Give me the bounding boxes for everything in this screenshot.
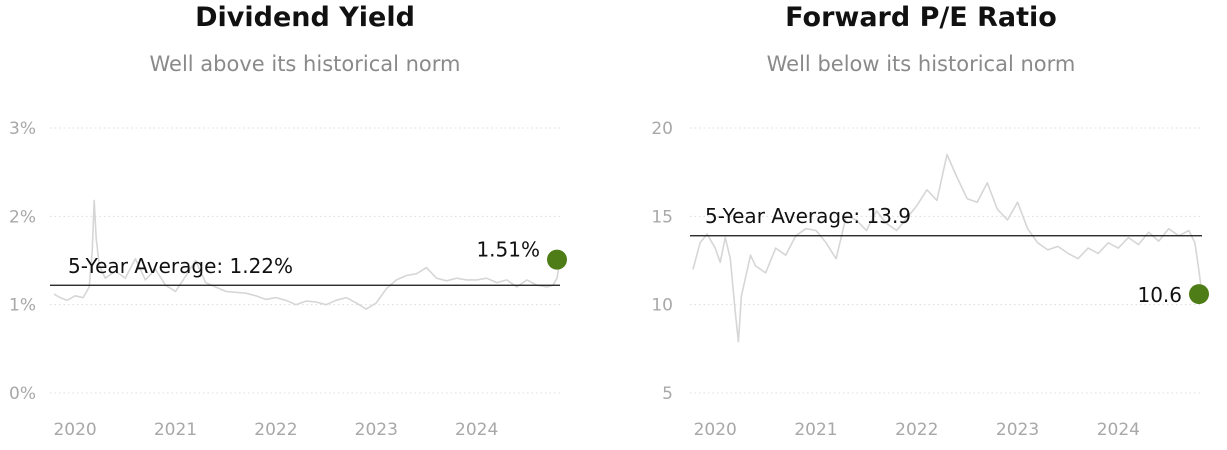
x-tick-label: 2020 xyxy=(53,420,96,440)
y-tick-label: 20 xyxy=(651,119,673,139)
x-tick-label: 2022 xyxy=(254,420,297,440)
chart-subtitle: Well below its historical norm xyxy=(766,52,1076,76)
y-tick-label: 2% xyxy=(9,207,36,227)
average-label: 5-Year Average: 13.9 xyxy=(705,204,911,228)
y-tick-label: 0% xyxy=(9,384,36,404)
x-tick-label: 2022 xyxy=(895,420,938,440)
chart-subtitle: Well above its historical norm xyxy=(149,52,461,76)
current-value-label: 10.6 xyxy=(1137,283,1182,307)
dividend-yield-chart: 0% 1% 2% 3% 2020 2021 2022 2023 2024 5-Year Avera… xyxy=(9,119,567,440)
y-tick-label: 10 xyxy=(651,296,673,316)
x-tick-label: 2021 xyxy=(794,420,837,440)
current-value-marker xyxy=(1189,284,1209,305)
current-value-label: 1.51% xyxy=(476,238,540,262)
y-tick-label: 5 xyxy=(662,384,673,404)
series-line xyxy=(53,199,561,310)
x-tick-label: 2024 xyxy=(455,420,498,440)
x-tick-label: 2020 xyxy=(694,420,737,440)
chart-title: Forward P/E Ratio xyxy=(785,2,1057,33)
x-tick-label: 2023 xyxy=(355,420,398,440)
x-tick-label: 2021 xyxy=(154,420,197,440)
y-tick-label: 1% xyxy=(9,296,36,316)
current-value-marker xyxy=(547,249,567,270)
average-label: 5-Year Average: 1.22% xyxy=(68,254,293,278)
forward-pe-panel: Forward P/E Ratio Well below its histori… xyxy=(615,0,1227,450)
y-tick-label: 15 xyxy=(651,207,673,227)
chart-title: Dividend Yield xyxy=(195,2,415,33)
x-tick-label: 2023 xyxy=(996,420,1039,440)
y-tick-label: 3% xyxy=(9,119,36,139)
series-line xyxy=(692,153,1203,343)
dividend-yield-panel: Dividend Yield Well above its historical… xyxy=(0,0,610,450)
x-tick-label: 2024 xyxy=(1097,420,1140,440)
